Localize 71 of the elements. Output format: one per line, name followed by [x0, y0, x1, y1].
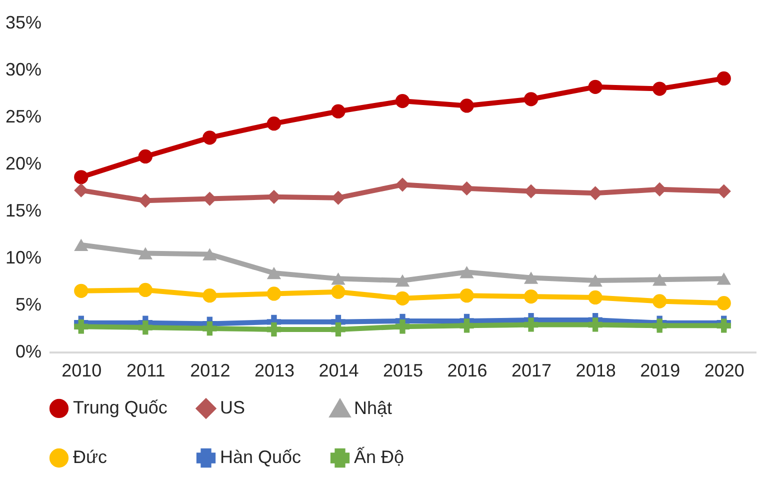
x-tick-label: 2010 — [62, 360, 102, 380]
point — [460, 266, 474, 278]
point — [460, 98, 474, 113]
y-tick-label: 10% — [5, 248, 42, 268]
point — [652, 82, 667, 96]
point — [266, 322, 282, 337]
x-tick-label: 2013 — [254, 360, 294, 380]
point — [138, 282, 152, 298]
point — [266, 286, 282, 301]
legend-label: Hàn Quốc — [220, 447, 302, 467]
x-tick-label: 2012 — [190, 360, 230, 380]
point — [202, 321, 217, 336]
x-tick-label: 2019 — [640, 360, 680, 380]
x-tick-label: 2011 — [126, 360, 166, 380]
point — [524, 92, 538, 106]
point — [395, 291, 410, 306]
point — [138, 149, 152, 164]
point — [331, 284, 346, 299]
point — [395, 274, 410, 287]
point — [74, 284, 88, 298]
point — [652, 273, 667, 286]
point — [652, 294, 667, 308]
y-tick-label: 15% — [5, 200, 42, 220]
y-tick-label: 20% — [5, 154, 42, 174]
point — [716, 318, 731, 333]
y-tick-label: 25% — [5, 106, 42, 126]
point — [138, 320, 152, 335]
y-tick-label: 5% — [15, 294, 42, 314]
x-tick-label: 2017 — [512, 360, 552, 380]
x-tick-label: 2018 — [576, 360, 616, 380]
x-tick-label: 2014 — [318, 360, 359, 380]
point — [202, 288, 217, 303]
point — [202, 130, 217, 145]
point — [460, 181, 474, 196]
x-tick-label: 2016 — [447, 360, 488, 380]
point — [588, 290, 602, 305]
point — [266, 116, 282, 131]
point — [716, 272, 731, 285]
point — [524, 318, 538, 332]
point — [460, 318, 474, 333]
point — [331, 272, 346, 285]
y-tick-label: 35% — [5, 12, 42, 32]
point — [74, 170, 88, 184]
point — [331, 322, 346, 337]
y-tick-label: 30% — [5, 60, 42, 80]
point — [588, 274, 602, 287]
point — [460, 288, 474, 303]
legend-label: Trung Quốc — [73, 397, 168, 418]
point — [395, 94, 410, 108]
point — [652, 318, 667, 333]
point — [588, 80, 602, 94]
point — [395, 320, 410, 334]
point — [524, 289, 538, 304]
point — [138, 247, 152, 260]
point — [74, 320, 88, 334]
point — [266, 266, 282, 280]
point — [716, 296, 731, 310]
x-tick-label: 2015 — [382, 360, 424, 380]
legend-label: Nhật — [354, 398, 392, 418]
y-tick-label: 0% — [15, 342, 42, 362]
x-tick-label: 2020 — [704, 360, 744, 380]
point — [202, 248, 217, 260]
point — [331, 104, 346, 118]
legend-label: Ấn Độ — [354, 446, 404, 467]
legend-label: Đức — [73, 447, 108, 467]
legend-label: US — [220, 397, 246, 418]
point — [716, 71, 731, 86]
point — [74, 238, 88, 251]
point — [588, 318, 602, 332]
point — [524, 272, 538, 284]
point — [74, 183, 88, 198]
